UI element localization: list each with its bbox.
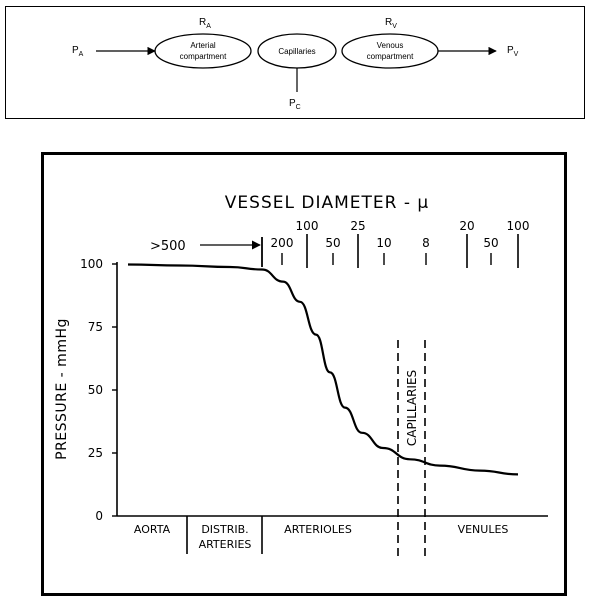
aorta-diameter-label: >500 (150, 239, 186, 254)
y-tick-label: 100 (80, 257, 103, 271)
diameter-tick-label: 100 (507, 219, 530, 233)
region-distrib-arteries-line2: ARTERIES (199, 538, 252, 551)
capillaries-node-label: Capillaries (278, 47, 315, 56)
venous-node-line1: Venous (377, 41, 404, 50)
diameter-tick-label: 50 (325, 236, 340, 250)
diameter-tick-label: 100 (296, 219, 319, 233)
y-tick-label: 75 (88, 320, 103, 334)
diameter-tick-label: 50 (483, 236, 498, 250)
arterial-compartment-node (154, 33, 252, 69)
y-tick-label: 25 (88, 446, 103, 460)
flow-diagram-frame (5, 6, 585, 119)
pressure-curve (127, 263, 519, 476)
diameter-tick-label: 20 (459, 219, 474, 233)
region-distrib-arteries-line1: DISTRIB. (201, 523, 248, 536)
inlet-pressure-label: PA (72, 45, 84, 58)
region-aorta: AORTA (134, 523, 171, 536)
diameter-tick-label: 200 (271, 236, 294, 250)
diameter-tick-label: 10 (376, 236, 391, 250)
y-ticks: 0 25 50 75 100 (80, 257, 117, 523)
outlet-pressure-label: PV (507, 45, 519, 58)
region-venules: VENULES (458, 523, 509, 536)
arterial-node-line2: compartment (180, 52, 227, 61)
capillaries-band-label: CAPILLARIES (405, 370, 419, 446)
venous-compartment-node (341, 33, 439, 69)
flow-diagram: PA RA Arterial compartment Capillaries P… (72, 17, 519, 111)
capillary-pressure-label: PC (289, 98, 301, 111)
region-arterioles: ARTERIOLES (284, 523, 352, 536)
arterial-node-line1: Arterial (190, 41, 216, 50)
y-axis-label: PRESSURE - mmHg (54, 318, 70, 460)
diameter-tick-label: 25 (350, 219, 365, 233)
arterial-resistance-label: RA (199, 17, 211, 30)
venous-node-line2: compartment (367, 52, 414, 61)
y-tick-label: 0 (95, 509, 103, 523)
diameter-tick-label: 8 (422, 236, 430, 250)
chart-title: VESSEL DIAMETER - µ (225, 193, 429, 213)
venous-resistance-label: RV (385, 17, 397, 30)
chart-frame (41, 152, 567, 596)
y-tick-label: 50 (88, 383, 103, 397)
